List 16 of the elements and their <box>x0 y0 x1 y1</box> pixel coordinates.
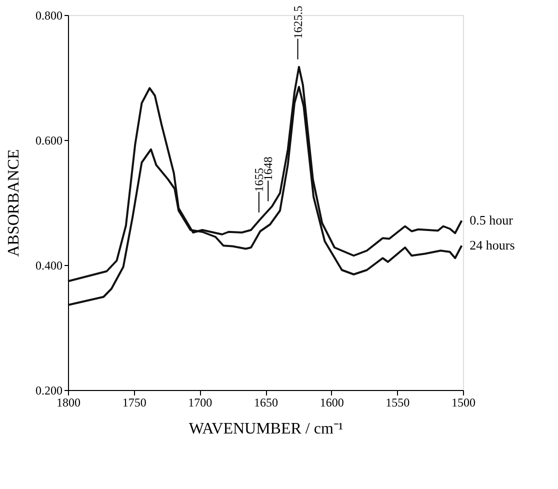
annotation: 1625.5 <box>290 6 305 39</box>
series-label: 24 hours <box>470 238 515 253</box>
y-axis-title: ABSORBANCE <box>6 149 22 257</box>
x-tick-label: 1750 <box>122 396 146 410</box>
y-tick-label: 0.600 <box>36 134 62 148</box>
x-tick-label: 1700 <box>188 396 212 410</box>
x-tick-label: 1550 <box>386 396 410 410</box>
x-tick-label: 1600 <box>320 396 344 410</box>
y-tick-label: 0.400 <box>36 258 62 272</box>
x-tick-label: 1500 <box>452 396 476 410</box>
series-label: 0.5 hour <box>470 212 514 228</box>
x-tick-label: 1800 <box>56 396 80 410</box>
y-tick-label: 0.800 <box>36 8 62 22</box>
y-tick-label: 0.200 <box>36 384 62 398</box>
x-tick-label: 1650 <box>254 396 278 410</box>
x-axis-title: WAVENUMBER / cm⁻¹ <box>188 420 344 438</box>
